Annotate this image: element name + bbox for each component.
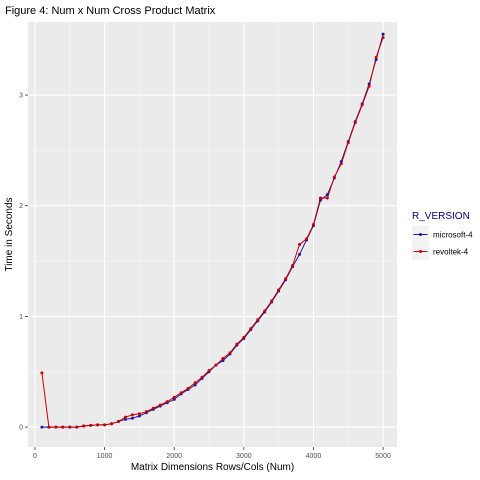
data-point: [367, 82, 371, 86]
y-axis-tick-label: 3: [19, 93, 23, 100]
data-point: [207, 369, 211, 373]
data-point: [54, 425, 58, 429]
data-point: [193, 381, 197, 385]
axis-layer: 0 1000 2000 3000 4000 5000 0 1 2 3: [19, 93, 391, 460]
series-points-revoltek-4: [40, 35, 385, 429]
grid-layer: [28, 22, 397, 447]
data-point: [137, 414, 141, 418]
y-axis-tick-label: 0: [19, 425, 23, 432]
legend: R_VERSION microsoft-4 revoltek-4: [412, 211, 473, 260]
data-point: [40, 371, 44, 375]
data-point: [298, 242, 302, 246]
data-point: [325, 196, 329, 200]
x-axis-tick-label: 2000: [166, 453, 182, 460]
data-point: [47, 425, 51, 429]
data-point: [353, 121, 357, 125]
data-point: [360, 103, 364, 107]
data-point: [291, 263, 295, 267]
data-point: [96, 423, 100, 427]
data-point: [221, 359, 225, 363]
plot-panel: [28, 22, 397, 447]
data-point: [221, 356, 225, 360]
data-point: [235, 342, 239, 346]
series-layer: [40, 32, 385, 429]
data-point: [318, 196, 322, 200]
data-point: [298, 252, 302, 256]
data-point: [242, 335, 246, 339]
data-point: [200, 375, 204, 379]
data-point: [381, 32, 385, 36]
data-point: [117, 420, 121, 424]
data-point: [346, 141, 350, 145]
data-point: [381, 35, 385, 39]
data-point: [374, 58, 378, 62]
legend-item: revoltek-4: [412, 243, 469, 260]
data-point: [284, 277, 288, 281]
legend-items: microsoft-4 revoltek-4: [412, 226, 473, 260]
y-axis-tick-label: 2: [19, 203, 23, 210]
data-point: [89, 423, 93, 427]
data-point: [277, 288, 281, 292]
data-point: [123, 417, 127, 421]
data-point: [263, 309, 267, 313]
y-axis-tick-label: 1: [19, 314, 23, 321]
data-point: [151, 406, 155, 410]
legend-label: microsoft-4: [433, 231, 473, 240]
data-point: [110, 422, 114, 426]
chart-title: Figure 4: Num x Num Cross Product Matrix: [5, 5, 216, 17]
legend-label: revoltek-4: [433, 248, 469, 257]
data-point: [374, 55, 378, 59]
legend-item: microsoft-4: [412, 226, 473, 243]
data-point: [172, 395, 176, 399]
x-axis-tick-label: 5000: [375, 453, 391, 460]
data-point: [311, 223, 315, 227]
legend-title: R_VERSION: [412, 211, 470, 222]
data-point: [228, 351, 232, 355]
data-point: [214, 363, 218, 367]
x-axis-tick-label: 3000: [236, 453, 252, 460]
legend-key-point: [419, 250, 422, 253]
data-point: [249, 327, 253, 331]
data-point: [40, 425, 44, 429]
data-point: [339, 162, 343, 166]
x-axis-tick-label: 4000: [306, 453, 322, 460]
legend-key-point: [419, 233, 422, 236]
data-point: [179, 391, 183, 395]
x-axis-title: Matrix Dimensions Rows/Cols (Num): [131, 462, 294, 473]
data-point: [325, 193, 329, 197]
x-axis-tick-label: 1000: [97, 453, 113, 460]
data-point: [103, 423, 107, 427]
x-axis-tick-label: 0: [33, 453, 37, 460]
data-point: [318, 198, 322, 202]
data-point: [270, 299, 274, 303]
data-point: [123, 415, 127, 419]
data-point: [193, 383, 197, 387]
data-point: [367, 84, 371, 88]
data-point: [158, 403, 162, 407]
data-point: [137, 412, 141, 416]
data-point: [165, 400, 169, 404]
data-point: [144, 410, 148, 414]
data-point: [172, 397, 176, 401]
y-axis-title: Time in Seconds: [4, 197, 15, 271]
data-point: [186, 386, 190, 390]
data-point: [61, 425, 65, 429]
data-point: [130, 416, 134, 420]
data-point: [68, 425, 72, 429]
data-point: [339, 159, 343, 163]
data-point: [75, 425, 79, 429]
data-point: [304, 237, 308, 241]
data-point: [256, 318, 260, 322]
data-point: [82, 424, 86, 428]
data-point: [332, 175, 336, 179]
data-point: [130, 413, 134, 417]
